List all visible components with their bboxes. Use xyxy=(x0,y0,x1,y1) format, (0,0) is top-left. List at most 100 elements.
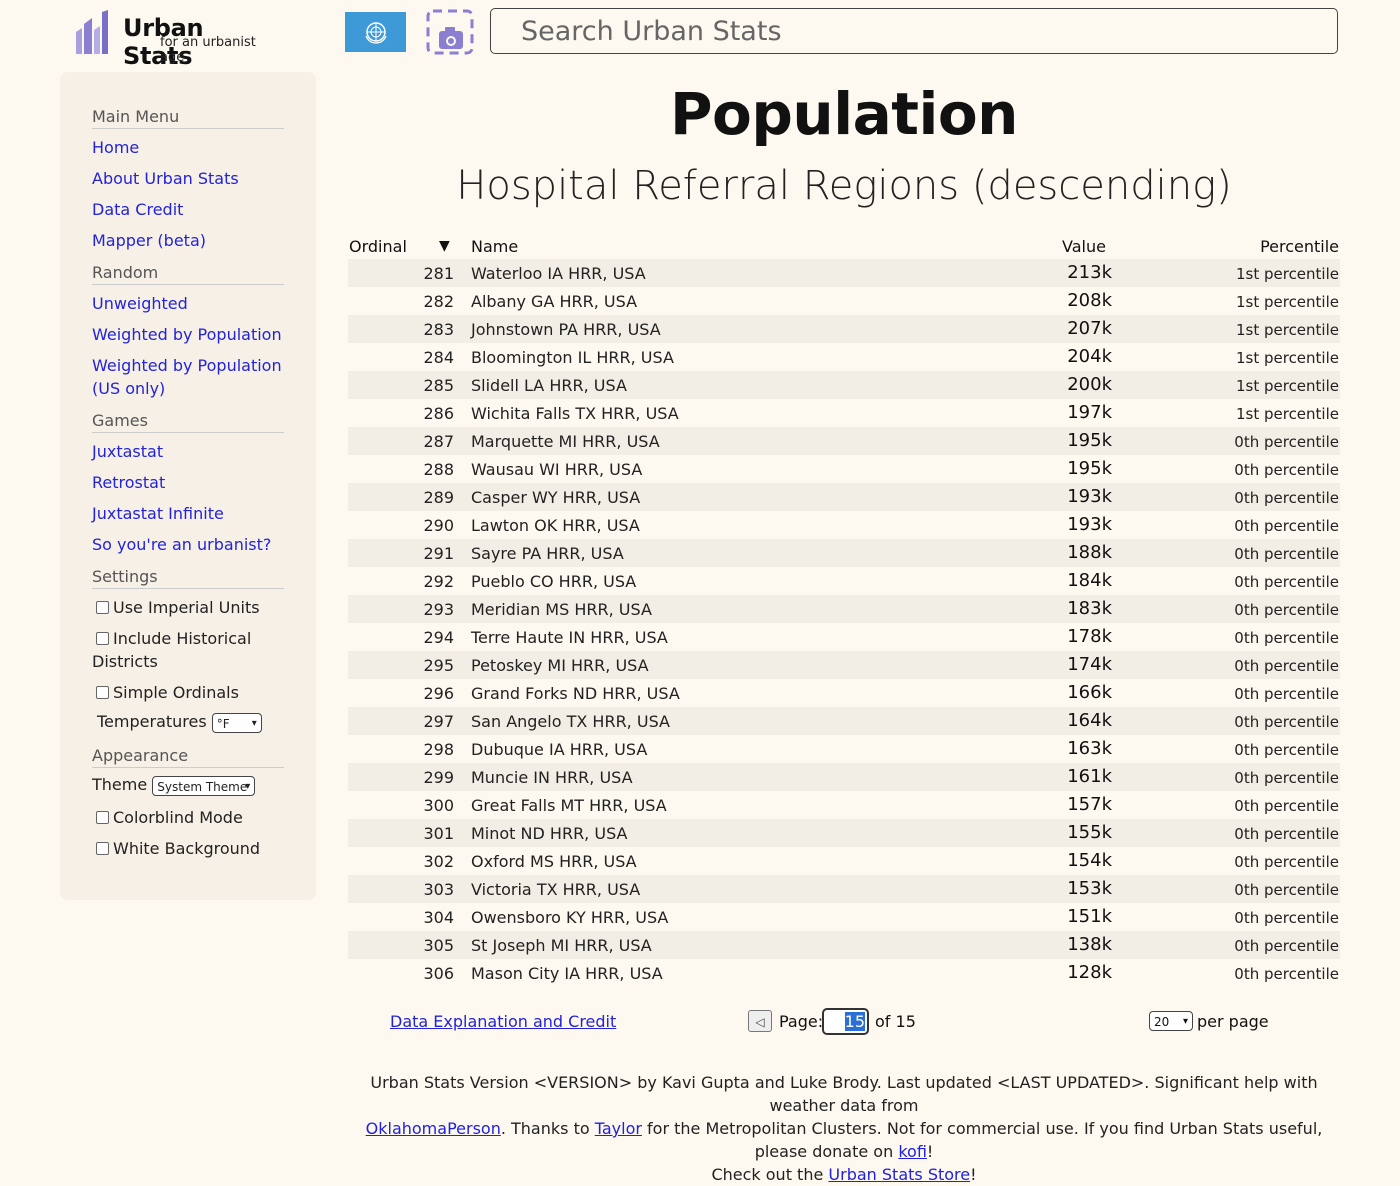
colorblind-checkbox[interactable] xyxy=(96,811,109,824)
cell-ordinal: 304 xyxy=(423,908,454,927)
table-row[interactable]: 285 Slidell LA HRR, USA 200k 1st percentile xyxy=(348,371,1340,399)
table-row[interactable]: 306 Mason City IA HRR, USA 128k 0th percent… xyxy=(348,959,1340,987)
sort-descending-icon[interactable]: ▼ xyxy=(439,238,450,254)
cell-name[interactable]: Pueblo CO HRR, USA xyxy=(471,572,637,591)
cell-name[interactable]: Great Falls MT HRR, USA xyxy=(471,796,667,815)
kofi-link[interactable]: kofi xyxy=(898,1142,927,1161)
table-row[interactable]: 294 Terre Haute IN HRR, USA 178k 0th percen… xyxy=(348,623,1340,651)
white-background-checkbox[interactable] xyxy=(96,842,109,855)
historical-districts-checkbox[interactable] xyxy=(96,632,109,645)
table-row[interactable]: 286 Wichita Falls TX HRR, USA 197k 1st perc… xyxy=(348,399,1340,427)
table-row[interactable]: 283 Johnstown PA HRR, USA 207k 1st percenti… xyxy=(348,315,1340,343)
cell-ordinal: 288 xyxy=(423,460,454,479)
cell-name[interactable]: St Joseph MI HRR, USA xyxy=(471,936,652,955)
logo[interactable]: Urban Stats for an urbanist age xyxy=(74,8,274,70)
table-row[interactable]: 284 Bloomington IL HRR, USA 204k 1st percen… xyxy=(348,343,1340,371)
sidebar-link-unweighted[interactable]: Unweighted xyxy=(92,294,188,313)
table-row[interactable]: 289 Casper WY HRR, USA 193k 0th percentile xyxy=(348,483,1340,511)
page-number-input[interactable]: 15 xyxy=(822,1008,869,1035)
cell-name[interactable]: Wichita Falls TX HRR, USA xyxy=(471,404,679,423)
cell-name[interactable]: Slidell LA HRR, USA xyxy=(471,376,627,395)
table-row[interactable]: 296 Grand Forks ND HRR, USA 166k 0th percen… xyxy=(348,679,1340,707)
sidebar-link-about[interactable]: About Urban Stats xyxy=(92,169,239,188)
white-background-toggle[interactable]: White Background xyxy=(96,837,296,860)
imperial-units-toggle[interactable]: Use Imperial Units xyxy=(96,596,296,619)
table-row[interactable]: 288 Wausau WI HRR, USA 195k 0th percentile xyxy=(348,455,1340,483)
cell-name[interactable]: Muncie IN HRR, USA xyxy=(471,768,633,787)
cell-name[interactable]: Oxford MS HRR, USA xyxy=(471,852,637,871)
previous-page-button[interactable]: ◁ xyxy=(748,1010,772,1032)
table-row[interactable]: 301 Minot ND HRR, USA 155k 0th percentile xyxy=(348,819,1340,847)
cell-name[interactable]: Johnstown PA HRR, USA xyxy=(471,320,661,339)
table-row[interactable]: 282 Albany GA HRR, USA 208k 1st percentile xyxy=(348,287,1340,315)
colorblind-label: Colorblind Mode xyxy=(113,808,243,827)
cell-name[interactable]: Mason City IA HRR, USA xyxy=(471,964,663,983)
sidebar-link-urbanist-quiz[interactable]: So you're an urbanist? xyxy=(92,535,272,554)
un-flag-icon[interactable] xyxy=(345,12,406,52)
per-page-select[interactable]: 20 ▾ xyxy=(1149,1011,1193,1031)
cell-name[interactable]: Terre Haute IN HRR, USA xyxy=(471,628,668,647)
table-row[interactable]: 305 St Joseph MI HRR, USA 138k 0th percenti… xyxy=(348,931,1340,959)
simple-ordinals-toggle[interactable]: Simple Ordinals xyxy=(96,681,296,704)
table-row[interactable]: 295 Petoskey MI HRR, USA 174k 0th percentil… xyxy=(348,651,1340,679)
cell-name[interactable]: Lawton OK HRR, USA xyxy=(471,516,640,535)
footer-clusters-text: for the Metropolitan Clusters. Not for c… xyxy=(647,1119,1323,1161)
cell-name[interactable]: Albany GA HRR, USA xyxy=(471,292,638,311)
data-explanation-link[interactable]: Data Explanation and Credit xyxy=(390,1012,617,1031)
cell-name[interactable]: Meridian MS HRR, USA xyxy=(471,600,652,619)
sidebar-link-weighted-population-us[interactable]: Weighted by Population (US only) xyxy=(92,356,282,398)
oklahomaperson-link[interactable]: OklahomaPerson xyxy=(365,1119,501,1138)
cell-name[interactable]: Petoskey MI HRR, USA xyxy=(471,656,649,675)
city-bars-logo-icon xyxy=(76,10,108,54)
table-row[interactable]: 287 Marquette MI HRR, USA 195k 0th percenti… xyxy=(348,427,1340,455)
column-header-value[interactable]: Value xyxy=(1062,237,1106,256)
table-row[interactable]: 299 Muncie IN HRR, USA 161k 0th percentile xyxy=(348,763,1340,791)
column-header-percentile[interactable]: Percentile xyxy=(1260,237,1339,256)
colorblind-toggle[interactable]: Colorblind Mode xyxy=(96,806,296,829)
cell-name[interactable]: San Angelo TX HRR, USA xyxy=(471,712,670,731)
search-input[interactable] xyxy=(490,8,1338,54)
table-row[interactable]: 292 Pueblo CO HRR, USA 184k 0th percentile xyxy=(348,567,1340,595)
screenshot-button[interactable] xyxy=(426,9,474,55)
table-row[interactable]: 302 Oxford MS HRR, USA 154k 0th percentile xyxy=(348,847,1340,875)
sidebar-link-juxtastat[interactable]: Juxtastat xyxy=(92,442,164,461)
temperature-select[interactable]: °F ▾ xyxy=(211,712,262,733)
taylor-link[interactable]: Taylor xyxy=(594,1119,642,1138)
table-row[interactable]: 297 San Angelo TX HRR, USA 164k 0th percent… xyxy=(348,707,1340,735)
column-header-ordinal[interactable]: Ordinal xyxy=(349,237,407,256)
sidebar-link-weighted-population[interactable]: Weighted by Population xyxy=(92,325,282,344)
table-row[interactable]: 298 Dubuque IA HRR, USA 163k 0th percentile xyxy=(348,735,1340,763)
sidebar-link-retrostat[interactable]: Retrostat xyxy=(92,473,166,492)
cell-name[interactable]: Victoria TX HRR, USA xyxy=(471,880,641,899)
table-row[interactable]: 291 Sayre PA HRR, USA 188k 0th percentile xyxy=(348,539,1340,567)
cell-name[interactable]: Marquette MI HRR, USA xyxy=(471,432,660,451)
table-row[interactable]: 300 Great Falls MT HRR, USA 157k 0th percen… xyxy=(348,791,1340,819)
table-row[interactable]: 293 Meridian MS HRR, USA 183k 0th percentil… xyxy=(348,595,1340,623)
store-link[interactable]: Urban Stats Store xyxy=(828,1165,971,1184)
table-row[interactable]: 304 Owensboro KY HRR, USA 151k 0th percenti… xyxy=(348,903,1340,931)
cell-name[interactable]: Grand Forks ND HRR, USA xyxy=(471,684,680,703)
cell-name[interactable]: Wausau WI HRR, USA xyxy=(471,460,643,479)
simple-ordinals-checkbox[interactable] xyxy=(96,686,109,699)
cell-name[interactable]: Minot ND HRR, USA xyxy=(471,824,628,843)
column-header-name[interactable]: Name xyxy=(471,237,519,256)
sidebar-link-juxtastat-infinite[interactable]: Juxtastat Infinite xyxy=(92,504,224,523)
theme-select[interactable]: System Theme ▾ xyxy=(152,775,256,796)
cell-percentile: 0th percentile xyxy=(1234,517,1339,535)
cell-value: 195k xyxy=(1067,458,1112,479)
imperial-units-checkbox[interactable] xyxy=(96,601,109,614)
table-row[interactable]: 303 Victoria TX HRR, USA 153k 0th percentil… xyxy=(348,875,1340,903)
cell-name[interactable]: Bloomington IL HRR, USA xyxy=(471,348,674,367)
table-row[interactable]: 290 Lawton OK HRR, USA 193k 0th percentile xyxy=(348,511,1340,539)
cell-name[interactable]: Dubuque IA HRR, USA xyxy=(471,740,648,759)
cell-name[interactable]: Waterloo IA HRR, USA xyxy=(471,264,646,283)
sidebar-link-home[interactable]: Home xyxy=(92,138,140,157)
historical-districts-toggle[interactable]: Include Historical Districts xyxy=(92,627,292,673)
sidebar-link-data-credit[interactable]: Data Credit xyxy=(92,200,184,219)
cell-name[interactable]: Sayre PA HRR, USA xyxy=(471,544,624,563)
cell-name[interactable]: Owensboro KY HRR, USA xyxy=(471,908,669,927)
table-row[interactable]: 281 Waterloo IA HRR, USA 213k 1st percentil… xyxy=(348,259,1340,287)
cell-name[interactable]: Casper WY HRR, USA xyxy=(471,488,641,507)
cell-value: 207k xyxy=(1067,318,1112,339)
sidebar-link-mapper[interactable]: Mapper (beta) xyxy=(92,231,206,250)
